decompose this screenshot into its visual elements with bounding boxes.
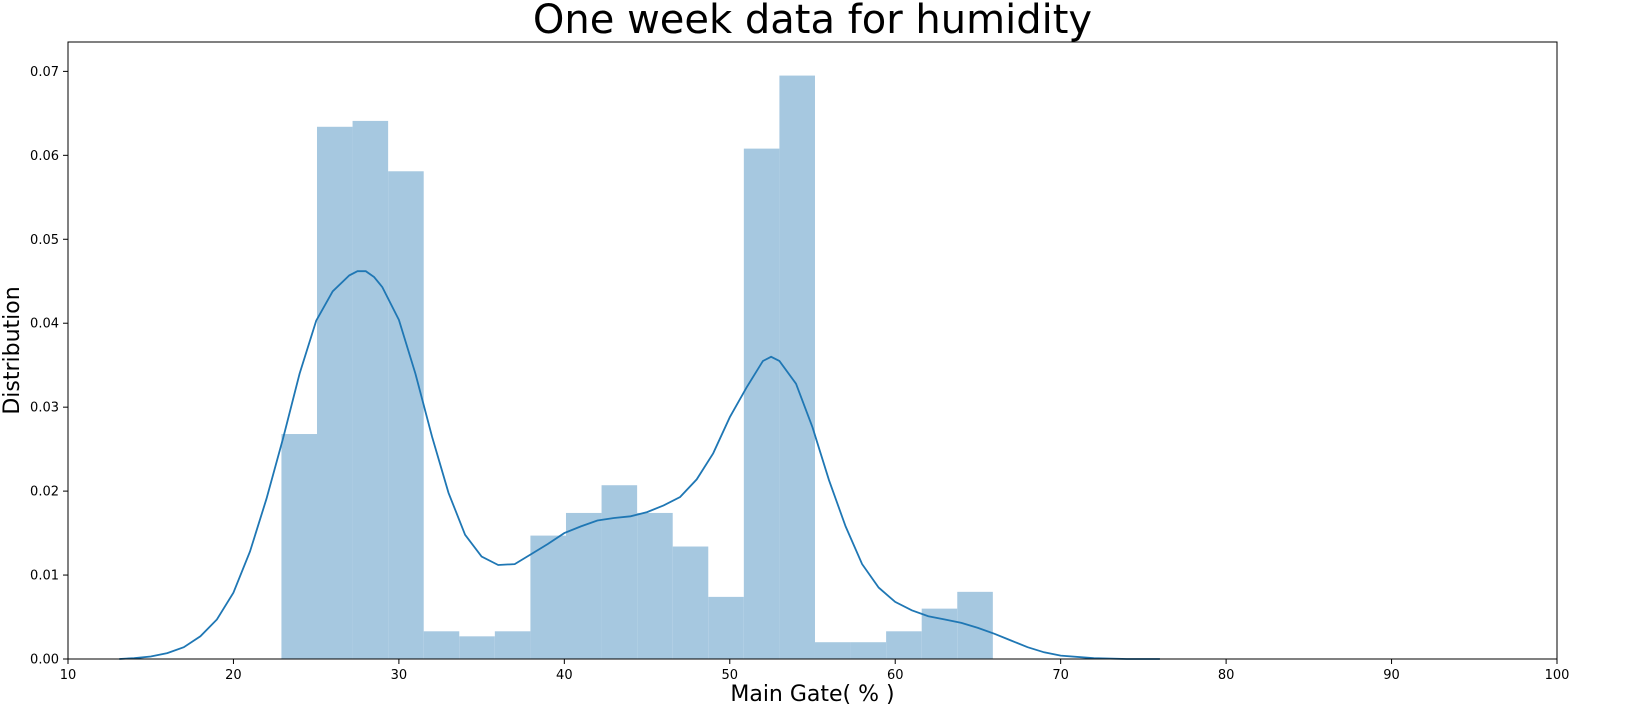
x-tick-label-1: 20 xyxy=(225,668,242,683)
y-tick-label-1: 0.01 xyxy=(30,569,59,584)
histogram-bar-16 xyxy=(850,642,887,659)
histogram-bar-17 xyxy=(886,631,922,659)
histogram-bar-6 xyxy=(494,631,531,659)
y-tick-label-7: 0.07 xyxy=(30,65,59,80)
histogram-bar-12 xyxy=(708,596,744,659)
histogram-bar-7 xyxy=(530,535,566,659)
histogram-bar-5 xyxy=(459,636,495,659)
y-tick-label-2: 0.02 xyxy=(30,485,59,500)
kde-line xyxy=(119,270,1160,660)
histogram-bar-15 xyxy=(814,642,851,659)
x-tick-label-0: 10 xyxy=(60,668,77,683)
y-tick-label-5: 0.05 xyxy=(30,233,59,248)
x-tick-label-2: 30 xyxy=(391,668,408,683)
x-axis-ticks: 10 20 30 40 50 60 70 80 90 100 xyxy=(60,659,1570,683)
x-tick-label-7: 80 xyxy=(1218,668,1235,683)
histogram-bars xyxy=(281,75,993,660)
plot-area-frame xyxy=(67,41,1558,660)
y-tick-label-3: 0.03 xyxy=(30,401,59,416)
histogram-bar-18 xyxy=(921,608,958,659)
histogram-bar-11 xyxy=(672,546,709,659)
histogram-bar-9 xyxy=(601,485,638,659)
histogram-bar-2 xyxy=(352,120,389,660)
x-axis-label: Main Gate( % ) xyxy=(730,682,894,707)
y-tick-label-6: 0.06 xyxy=(30,149,59,164)
x-tick-label-6: 70 xyxy=(1052,668,1069,683)
x-tick-label-9: 100 xyxy=(1545,668,1570,683)
x-tick-label-8: 90 xyxy=(1383,668,1400,683)
histogram-bar-3 xyxy=(388,171,424,659)
histogram-bar-0 xyxy=(281,434,317,659)
histogram-bar-14 xyxy=(779,75,815,659)
y-tick-label-0: 0.00 xyxy=(30,653,59,668)
histogram-bar-4 xyxy=(423,631,460,659)
y-tick-label-4: 0.04 xyxy=(30,317,59,332)
y-axis-ticks: 0.00 0.01 0.02 0.03 0.04 0.05 0.06 0.07 xyxy=(30,65,68,668)
x-tick-label-3: 40 xyxy=(556,668,573,683)
y-axis-label: Distribution xyxy=(0,286,25,414)
histogram-bar-19 xyxy=(957,591,993,659)
histogram-bar-13 xyxy=(743,148,780,659)
histogram-bar-1 xyxy=(316,126,353,659)
histogram-bar-10 xyxy=(637,512,673,659)
histogram-bar-8 xyxy=(565,512,602,659)
chart-title: One week data for humidity xyxy=(533,0,1092,43)
x-tick-label-5: 60 xyxy=(887,668,904,683)
x-tick-label-4: 50 xyxy=(722,668,739,683)
